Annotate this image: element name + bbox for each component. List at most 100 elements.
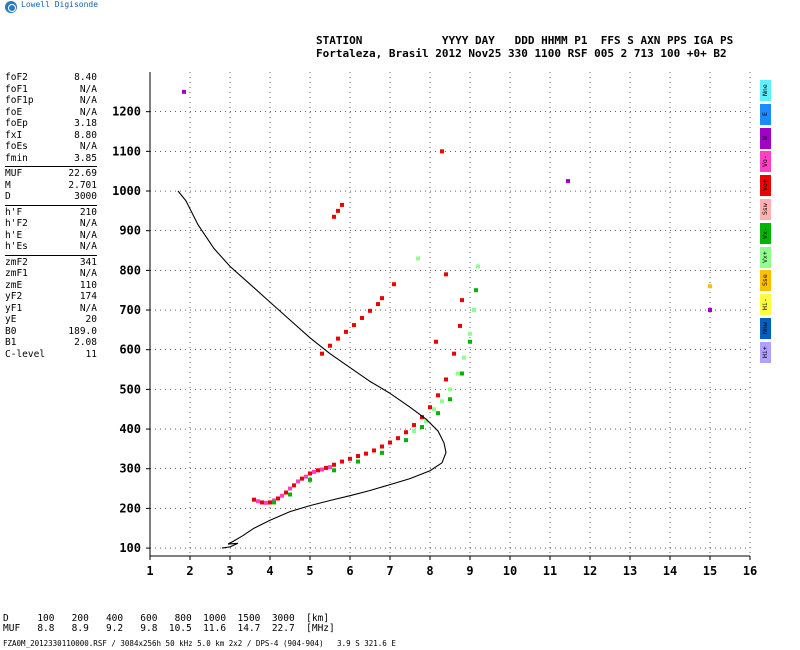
legend-item-vx-: Vx-	[760, 222, 771, 244]
echo-point-vo-	[268, 500, 272, 505]
brand-text: Lowell Digisonde	[21, 0, 99, 9]
param-separator	[5, 204, 97, 206]
param-name: zmF2	[5, 256, 28, 268]
param-row: MUF 22.69	[5, 168, 97, 180]
echo-point-vo-	[280, 493, 284, 498]
param-value: 11	[85, 348, 97, 360]
param-value: 174	[79, 291, 97, 302]
muf-table: D 100 200 400 600 800 1000 1500 3000 [km…	[3, 614, 335, 634]
plot-axes: 1 2 3 4 5 6 7 8 9 10 11 12 13 14 15 1610020030040050060…	[112, 72, 757, 578]
header-values: Fortaleza, Brasil 2012 Nov25 330 1100 RS…	[316, 47, 727, 60]
legend-item-e: E	[760, 103, 771, 125]
param-value: N/A	[79, 83, 97, 95]
param-value: 3.85	[74, 152, 97, 164]
param-row: yE 20	[5, 314, 97, 326]
param-row: foEp 3.18	[5, 118, 97, 130]
echo-point-vo-	[344, 329, 348, 334]
x-tick-label: 9	[466, 564, 473, 578]
echo-point-vx-	[420, 425, 424, 430]
echo-point-vx-	[424, 419, 428, 424]
echo-point-vx-	[272, 500, 276, 505]
param-value: N/A	[79, 241, 97, 252]
param-value: 8.40	[74, 72, 97, 83]
param-value: N/A	[79, 141, 97, 152]
param-row: h'F2 N/A	[5, 218, 97, 230]
param-value: 3.18	[74, 118, 97, 129]
echo-point-vo-	[404, 430, 408, 435]
echo-point-sse	[708, 284, 712, 289]
x-tick-label: 6	[346, 564, 353, 578]
param-row: yF2 174	[5, 291, 97, 303]
param-value: 110	[79, 279, 97, 291]
echo-point-vx-	[448, 397, 452, 402]
file-info-footer: FZA0M_2012330110000.RSF / 3084x256h 50 k…	[3, 639, 396, 648]
echo-point-vo-	[336, 208, 340, 213]
y-tick-label: 100	[119, 541, 141, 555]
echo-point-vo-	[332, 214, 336, 219]
param-row: foF2 8.40	[5, 72, 97, 84]
header-labels: STATION YYYY DAY DDD HHMM P1 FFS S AXN P…	[316, 34, 734, 47]
echo-point-vo-	[396, 436, 400, 441]
echo-point-vx-	[412, 429, 416, 434]
param-value: 341	[79, 256, 97, 268]
y-tick-label: 1200	[112, 105, 141, 119]
param-value: N/A	[79, 268, 97, 279]
echo-point-vx-	[308, 477, 312, 482]
echo-point-vo-	[444, 377, 448, 382]
x-tick-label: 7	[386, 564, 393, 578]
echo-point-vo-	[360, 315, 364, 320]
param-value: N/A	[79, 106, 97, 118]
echo-point-vo-	[380, 444, 384, 449]
plot-grid	[150, 72, 751, 556]
echo-point-vo-	[440, 149, 444, 154]
param-name: M	[5, 179, 11, 191]
param-name: zmF1	[5, 268, 28, 279]
param-value: N/A	[79, 302, 97, 314]
y-tick-label: 1100	[112, 144, 141, 158]
legend-item-ssw: Ssw	[760, 199, 771, 220]
param-value: N/A	[79, 229, 97, 241]
param-name: foEp	[5, 118, 28, 129]
y-tick-label: 500	[119, 382, 141, 396]
echo-point-vx-	[468, 331, 472, 336]
echo-point-vx-	[288, 492, 292, 497]
y-tick-label: 900	[119, 224, 141, 238]
echo-point-vo-	[312, 469, 316, 474]
echo-point-vo-	[376, 302, 380, 307]
echo-point-vo-	[320, 351, 324, 356]
param-value: 8.80	[74, 129, 97, 141]
param-name: fxI	[5, 129, 23, 141]
param-row: C-level 11	[5, 349, 97, 361]
echo-point-vx-	[474, 288, 478, 293]
param-value: N/A	[79, 95, 97, 106]
echo-point-w	[708, 308, 712, 313]
muf-frequency-row: MUF 8.8 8.9 9.2 9.8 10.5 11.6 14.7 22.7 …	[3, 623, 335, 634]
echo-point-vo-	[460, 298, 464, 303]
echo-point-vx-	[380, 450, 384, 455]
param-name: foF1	[5, 83, 28, 95]
echo-point-vo-	[304, 474, 308, 479]
param-value: 2.08	[74, 337, 97, 348]
echo-point-vo-	[372, 448, 376, 453]
echo-point-vo-	[434, 339, 438, 344]
echo-point-vo-	[364, 451, 368, 456]
x-tick-label: 11	[543, 564, 557, 578]
x-tick-label: 1	[146, 564, 153, 578]
echo-point-vo-	[420, 415, 424, 420]
param-row: D 3000	[5, 191, 97, 203]
echo-point-vo-	[452, 351, 456, 356]
x-tick-label: 12	[583, 564, 597, 578]
echo-point-vx-	[432, 407, 436, 412]
param-row: B1 2.08	[5, 337, 97, 349]
x-tick-label: 10	[503, 564, 517, 578]
echo-point-vx-	[440, 399, 444, 404]
x-tick-label: 5	[306, 564, 313, 578]
echo-point-vo-	[340, 202, 344, 207]
echo-point-vx-	[460, 371, 464, 376]
echo-point-vo-	[276, 496, 280, 501]
echo-point-vx-	[476, 264, 480, 269]
param-name: foE	[5, 106, 23, 118]
echo-point-vo-	[320, 467, 324, 472]
param-name: yF2	[5, 291, 23, 302]
echo-point-vo-	[256, 499, 260, 504]
